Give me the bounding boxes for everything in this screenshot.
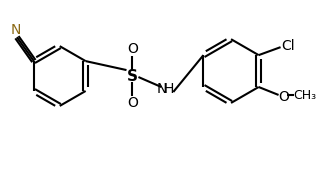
Text: CH₃: CH₃ (293, 89, 316, 102)
Text: N: N (11, 23, 21, 37)
Text: S: S (127, 69, 138, 84)
Text: Cl: Cl (282, 39, 295, 53)
Text: O: O (278, 90, 289, 104)
Text: H: H (164, 82, 175, 96)
Text: O: O (127, 96, 138, 110)
Text: O: O (127, 42, 138, 56)
Text: N: N (156, 82, 167, 96)
